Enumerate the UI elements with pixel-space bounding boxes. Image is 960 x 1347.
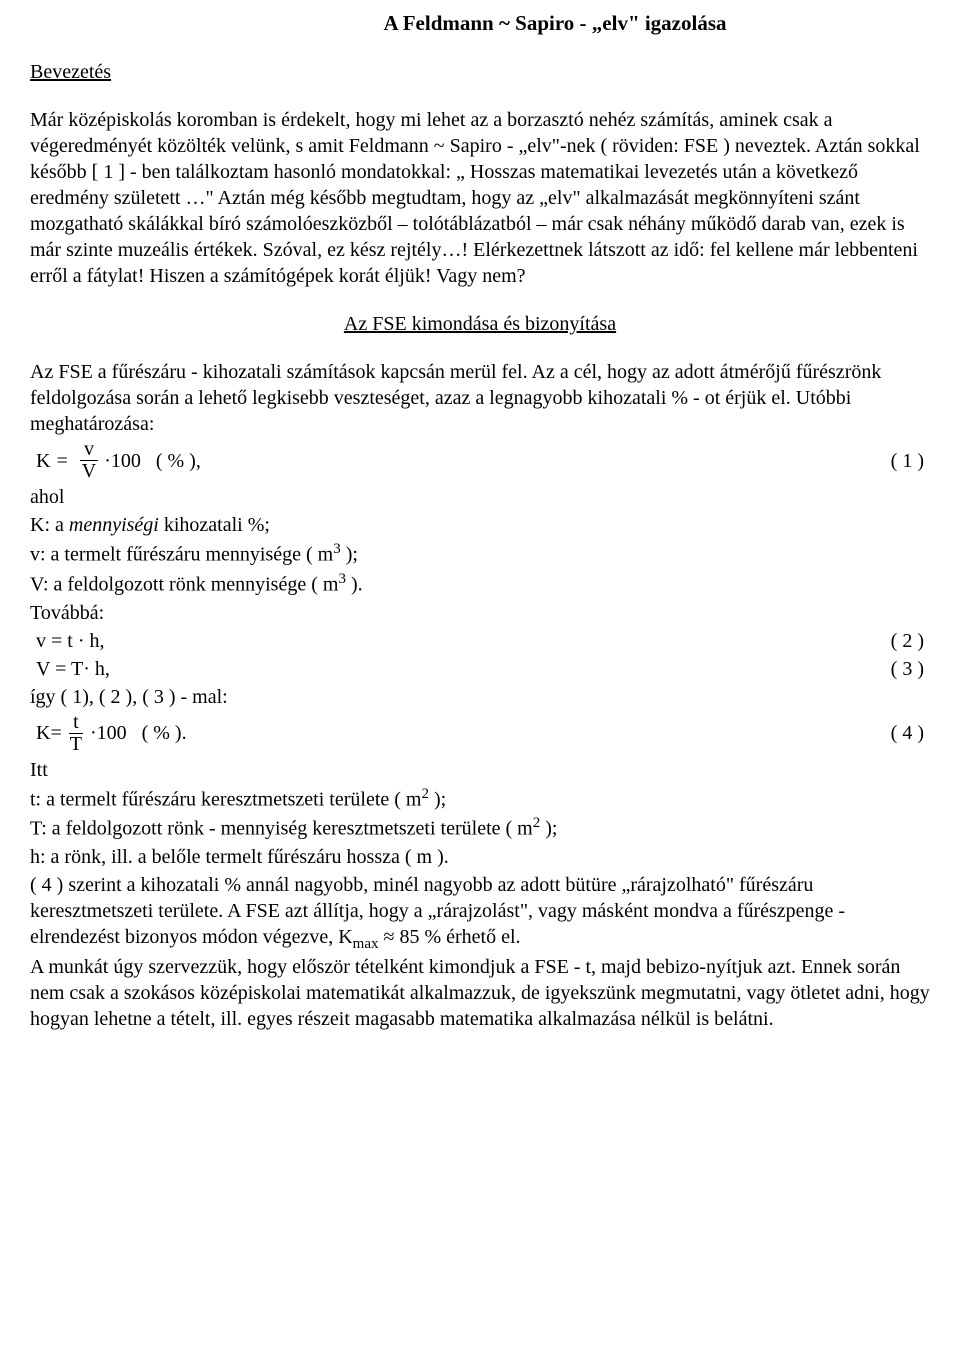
eq1-prefix: K	[36, 448, 50, 474]
eq2-body: v = t · h,	[30, 628, 105, 654]
proof-intro: Az FSE a fűrészáru - kihozatali számítás…	[30, 359, 930, 437]
def-t-text: t: a termelt fűrészáru keresztmetszeti t…	[30, 788, 421, 810]
proof-heading: Az FSE kimondása és bizonyítása	[30, 311, 930, 337]
eq1-number: ( 1 )	[891, 448, 930, 474]
final-sub: max	[353, 936, 379, 952]
eq1-den: V	[78, 461, 100, 482]
equation-1-body: K = v V ·100 ( % ),	[30, 439, 201, 482]
def-K-prefix: K: a	[30, 514, 64, 536]
proof-heading-text: Az FSE kimondása és bizonyítása	[344, 313, 616, 335]
def-v: v: a termelt fűrészáru mennyisége ( m3 )…	[30, 540, 930, 568]
def-T-text: T: a feldolgozott rönk - mennyiség keres…	[30, 818, 533, 840]
eq2-number: ( 2 )	[891, 628, 930, 654]
def-t-sup: 2	[421, 786, 429, 802]
def-K: K: a mennyiségi kihozatali %;	[30, 512, 930, 538]
def-V-end: ).	[346, 574, 363, 596]
equation-1: K = v V ·100 ( % ), ( 1 )	[30, 439, 930, 482]
def-v-sup: 3	[333, 541, 341, 557]
equation-2: v = t · h, ( 2 )	[30, 628, 930, 654]
eq4-num: t	[69, 712, 83, 734]
def-K-italic: mennyiségi	[69, 514, 159, 536]
igy: így ( 1), ( 2 ), ( 3 ) - mal:	[30, 684, 930, 710]
def-v-end: );	[341, 544, 358, 566]
def-t: t: a termelt fűrészáru keresztmetszeti t…	[30, 785, 930, 813]
eq1-equals: =	[56, 448, 67, 474]
ahol: ahol	[30, 484, 930, 510]
final-p2: A munkát úgy szervezzük, hogy először té…	[30, 956, 930, 1030]
def-V: V: a feldolgozott rönk mennyisége ( m3 )…	[30, 570, 930, 598]
final-approx: ≈ 85 % érhető el.	[379, 926, 521, 948]
eq4-fraction: t T	[66, 712, 86, 755]
intro-heading: Bevezetés	[30, 59, 111, 85]
def-v-text: v: a termelt fűrészáru mennyisége ( m	[30, 544, 333, 566]
def-T: T: a feldolgozott rönk - mennyiség keres…	[30, 814, 930, 842]
eq4-number: ( 4 )	[891, 720, 930, 746]
intro-paragraph: Már középiskolás koromban is érdekelt, h…	[30, 107, 930, 289]
equation-3: V = T· h, ( 3 )	[30, 656, 930, 682]
final-paragraph: ( 4 ) szerint a kihozatali % annál nagyo…	[30, 872, 930, 1033]
def-T-end: );	[540, 818, 557, 840]
eq1-num: v	[80, 439, 98, 461]
def-V-sup: 3	[338, 571, 346, 587]
eq4-prefix: K=	[36, 720, 62, 746]
document-title: A Feldmann ~ Sapiro - „elv" igazolása	[30, 10, 930, 37]
itt: Itt	[30, 757, 930, 783]
tovabba: Továbbá:	[30, 600, 930, 626]
eq3-number: ( 3 )	[891, 656, 930, 682]
eq3-body: V = T· h,	[30, 656, 110, 682]
def-V-text: V: a feldolgozott rönk mennyisége ( m	[30, 574, 338, 596]
eq4-suffix: ·100 ( % ).	[90, 720, 187, 746]
def-K-rest: kihozatali %;	[159, 514, 270, 536]
eq4-den: T	[66, 734, 86, 755]
def-h: h: a rönk, ill. a belőle termelt fűrészá…	[30, 844, 930, 870]
equation-4: K= t T ·100 ( % ). ( 4 )	[30, 712, 930, 755]
eq1-fraction: v V	[78, 439, 100, 482]
eq1-suffix: ·100 ( % ),	[104, 448, 201, 474]
eq4-body: K= t T ·100 ( % ).	[30, 712, 187, 755]
def-t-end: );	[429, 788, 446, 810]
